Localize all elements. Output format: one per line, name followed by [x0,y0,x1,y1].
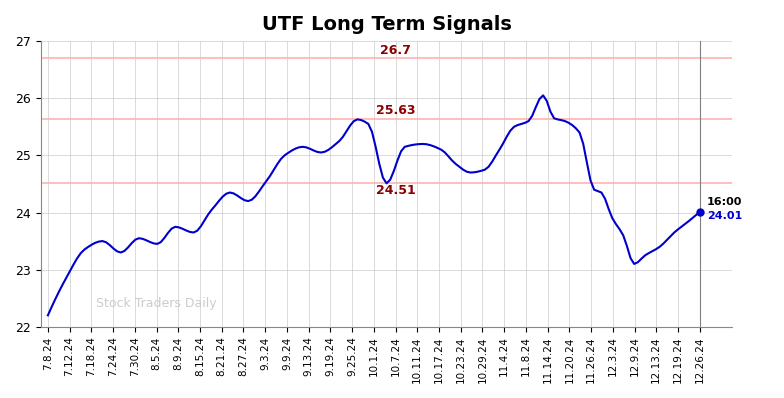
Title: UTF Long Term Signals: UTF Long Term Signals [262,15,511,34]
Text: 24.51: 24.51 [376,183,416,197]
Text: Stock Traders Daily: Stock Traders Daily [96,297,216,310]
Text: 24.01: 24.01 [707,211,742,221]
Text: 16:00: 16:00 [707,197,742,207]
Text: 25.63: 25.63 [376,103,416,117]
Text: 26.7: 26.7 [380,44,411,57]
Point [693,209,706,215]
